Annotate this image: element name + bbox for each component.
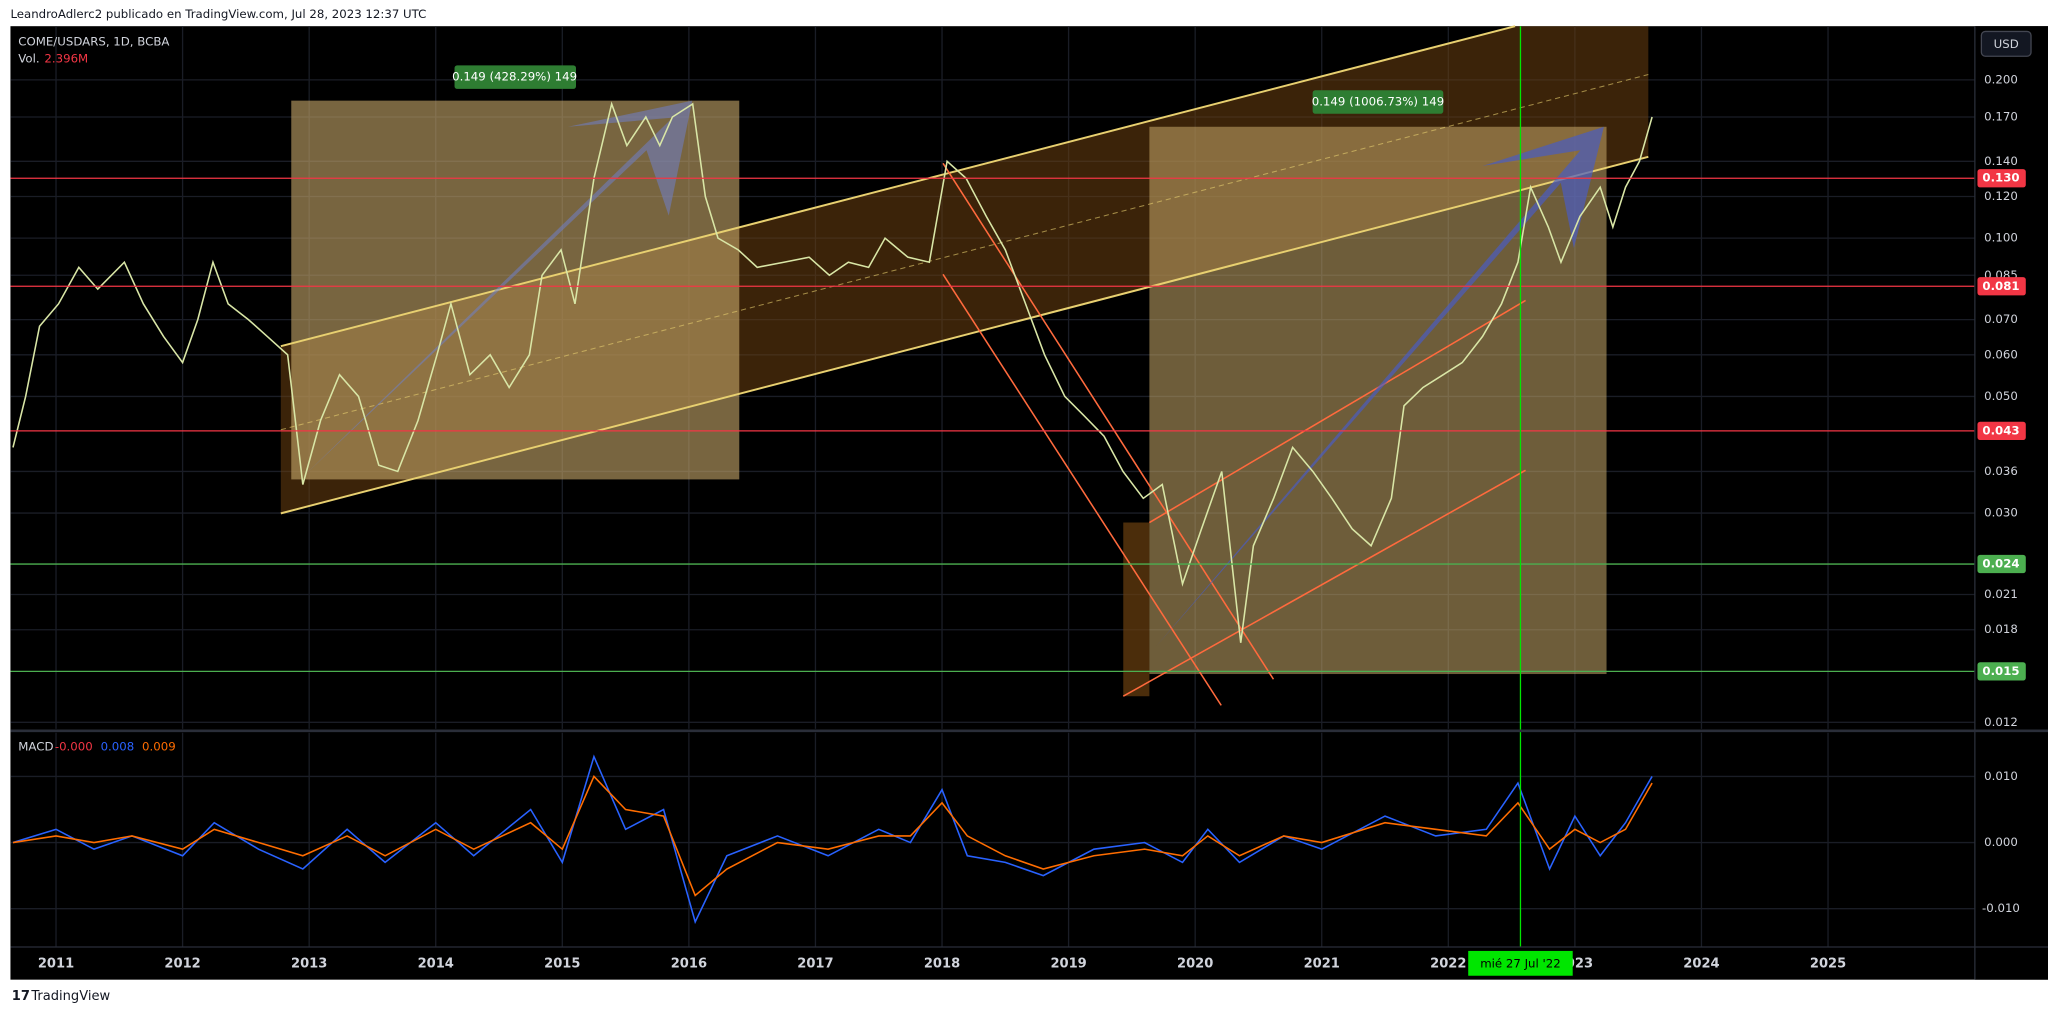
macd-readout: 0.008 [101, 740, 135, 754]
y-tick-label: 0.120 [1984, 189, 2018, 203]
y-tick-label: -0.010 [1982, 901, 2020, 915]
y-tick-label: 0.140 [1984, 154, 2018, 168]
line-series [12, 754, 1653, 925]
annotation: 0.149 (428.29%) 149 [452, 70, 577, 84]
x-tick-label: 2015 [544, 956, 580, 971]
x-tick-label: 2019 [1050, 956, 1086, 971]
channel-midline [280, 74, 1649, 431]
y-tick-label: 0.000 [1984, 835, 2018, 849]
x-tick-label: 2024 [1683, 956, 1719, 971]
x-tick-label: 2014 [418, 956, 454, 971]
line-series [12, 101, 1653, 643]
symbol: COME/USDARS, 1D, BCBA [18, 34, 169, 48]
x-tick-label: 2017 [797, 956, 833, 971]
level-label: 0.043 [1982, 423, 2019, 437]
volume-label: Vol. [18, 51, 39, 65]
range-box [1123, 522, 1150, 697]
level-label: 0.081 [1982, 279, 2019, 293]
currency[interactable]: USD [1994, 37, 2019, 51]
plot [10, 26, 1975, 948]
macd-title: MACD [18, 740, 53, 754]
y-tick-label: 0.021 [1984, 587, 2018, 601]
annotation: 0.149 (1006.73%) 149 [1312, 94, 1444, 108]
crosshair-label: mié 27 Jul '22 [1480, 956, 1560, 970]
y-tick-label: 0.100 [1984, 231, 2018, 245]
volume-value: 2.396M [44, 51, 88, 65]
y-tick-label: 0.036 [1984, 464, 2018, 478]
y-tick-label: 0.050 [1984, 389, 2018, 403]
level-label: 0.024 [1982, 557, 2019, 571]
y-tick-label: 0.018 [1984, 622, 2018, 636]
arrow [1155, 126, 1604, 647]
footer-logo: 17 [12, 989, 30, 1004]
drawings [280, 25, 1649, 706]
x-tick-label: 2021 [1304, 956, 1340, 971]
x-tick-label: 2016 [671, 956, 707, 971]
x-tick-label: 2018 [924, 956, 960, 971]
header-text: LeandroAdlerc2 publicado en TradingView.… [10, 7, 426, 21]
y-tick-label: 0.030 [1984, 506, 2018, 520]
macd-readout: -0.000 [55, 740, 93, 754]
level-label-box [1977, 169, 2026, 188]
x-tick-label: 2011 [38, 956, 74, 971]
y-tick-label: 0.010 [1984, 769, 2018, 783]
channel-line [1122, 469, 1526, 697]
annotation-box [454, 65, 576, 89]
currency-button[interactable] [1980, 30, 2032, 57]
channel-line [280, 25, 1516, 348]
y-tick-label: 0.060 [1984, 347, 2018, 361]
x-tick-label: 2013 [291, 956, 327, 971]
channel-line [280, 155, 1649, 515]
level-label: 0.015 [1982, 664, 2019, 678]
level-label-box [1977, 554, 2026, 574]
macd-readout: 0.009 [142, 740, 176, 754]
channel-line [1148, 299, 1526, 524]
channel-line [942, 162, 1275, 680]
x-tick-label: 2020 [1177, 956, 1213, 971]
range-box [1149, 126, 1607, 675]
footer-brand: TradingView [30, 989, 110, 1004]
level-label-box [1977, 421, 2026, 441]
x-tick-label: 2022 [1430, 956, 1466, 971]
level-label-box [1977, 277, 2026, 296]
y-tick-label: 0.070 [1984, 312, 2018, 326]
arrow [303, 100, 693, 477]
y-tick-label: 0.200 [1984, 72, 2018, 86]
line-series [12, 775, 1653, 897]
level-label-box [1977, 662, 2026, 681]
x-tick-label: 2025 [1810, 956, 1846, 971]
overlay: 0.012 0.018 0.021 0.030 0.036 0.050 0.060 0.070… [38, 72, 2026, 976]
annotation-box [1312, 90, 1444, 114]
x-tick-label: 2012 [164, 956, 200, 971]
y-tick-label: 0.170 [1984, 109, 2018, 123]
channel-line [942, 273, 1222, 706]
level-label: 0.130 [1982, 171, 2019, 185]
crosshair-label-box [1468, 950, 1573, 976]
y-tick-label: 0.012 [1984, 715, 2018, 729]
